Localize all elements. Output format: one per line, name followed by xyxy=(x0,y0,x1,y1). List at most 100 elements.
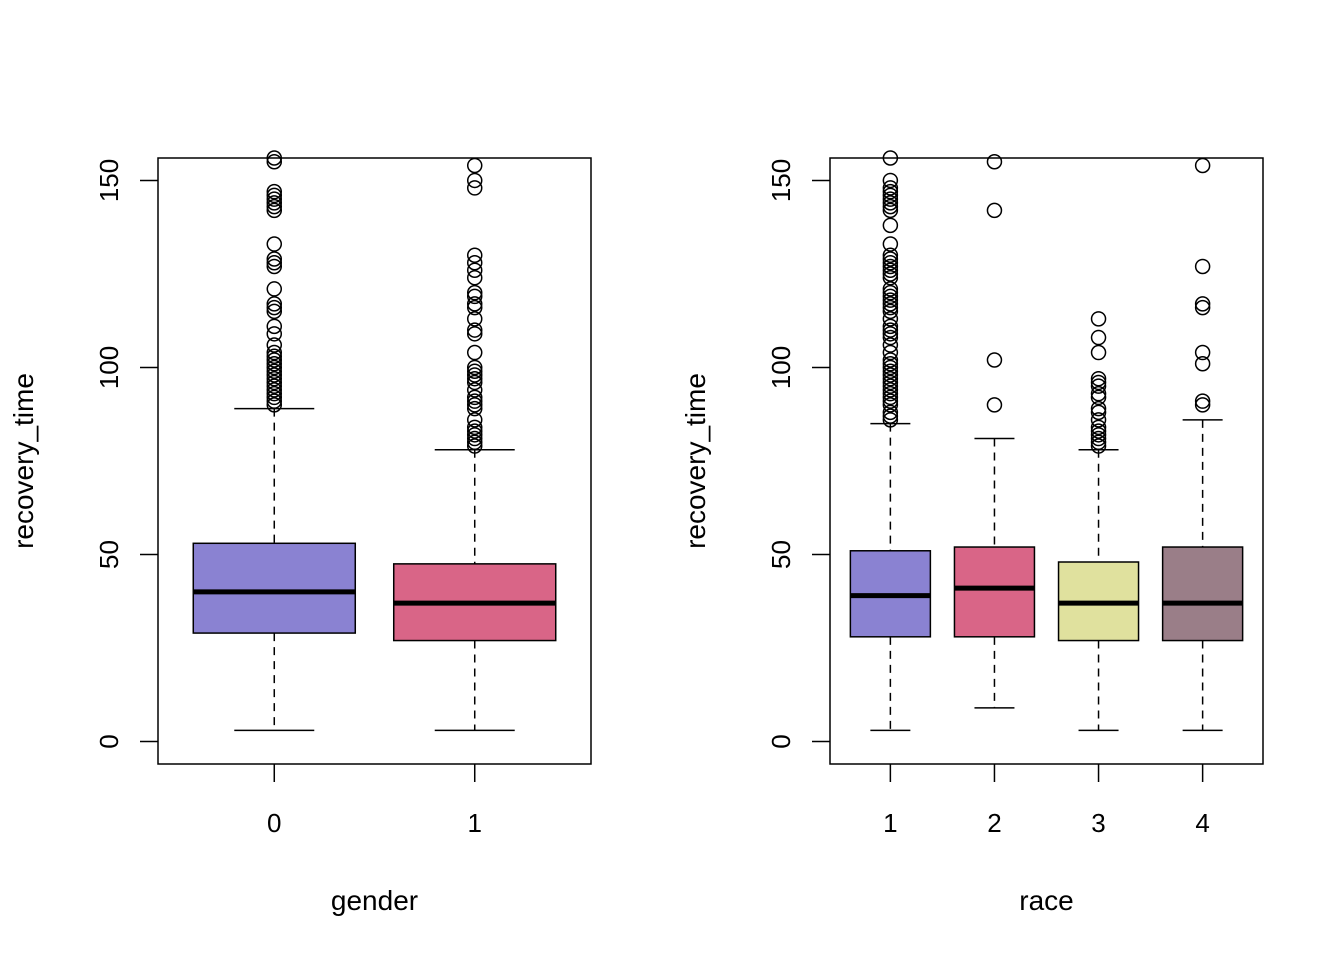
outlier-point xyxy=(882,318,899,335)
outlier-point xyxy=(466,296,483,312)
y-tick-label: 0 xyxy=(766,734,796,748)
outlier-point xyxy=(266,363,283,379)
outlier-point xyxy=(1090,423,1107,439)
outlier-point xyxy=(882,393,899,409)
outlier-point xyxy=(882,187,899,204)
outlier-point xyxy=(266,195,283,211)
outlier-point xyxy=(882,258,899,275)
boxplot-panel-gender: 0 50 100 150 recovery_time 0 1 gender xyxy=(8,150,592,916)
outlier-point xyxy=(266,198,283,215)
outlier-point xyxy=(882,352,899,368)
outlier-point xyxy=(882,180,899,196)
outlier-point xyxy=(882,311,899,327)
outlier-point xyxy=(466,363,483,379)
x-tick-label: 1 xyxy=(467,808,481,838)
outlier-point xyxy=(266,344,283,361)
outlier-point xyxy=(1194,393,1211,409)
y-tick-label: 150 xyxy=(94,159,124,202)
outlier-point xyxy=(882,382,899,398)
outlier-point xyxy=(882,195,899,211)
outlier-point xyxy=(466,430,483,447)
outlier-point xyxy=(882,385,899,402)
outlier-point xyxy=(882,217,899,234)
outlier-point xyxy=(882,303,899,320)
outlier-point xyxy=(266,251,283,267)
outlier-point xyxy=(882,183,899,200)
outlier-point xyxy=(1194,397,1211,413)
outlier-point xyxy=(466,400,483,417)
outlier-point xyxy=(266,296,283,312)
outlier-point xyxy=(266,382,283,398)
outlier-point xyxy=(466,370,483,387)
outlier-point xyxy=(882,191,899,207)
outlier-point xyxy=(466,326,483,342)
outlier-point xyxy=(266,397,283,413)
y-tick-label: 100 xyxy=(94,346,124,389)
outlier-point xyxy=(466,427,483,443)
outlier-point xyxy=(1090,378,1107,394)
outlier-point xyxy=(1090,434,1107,451)
outlier-point xyxy=(466,397,483,413)
outlier-point xyxy=(1090,370,1107,387)
outlier-point xyxy=(466,247,483,264)
outlier-point xyxy=(266,393,283,409)
outlier-point xyxy=(266,352,283,368)
outlier-point xyxy=(266,187,283,204)
outlier-point xyxy=(882,370,899,387)
plot-frame xyxy=(157,157,592,765)
box-iqr xyxy=(192,542,357,634)
outlier-point xyxy=(466,344,483,361)
y-tick-label: 50 xyxy=(94,540,124,569)
outlier-point xyxy=(882,296,899,312)
outlier-point xyxy=(466,311,483,327)
outlier-point xyxy=(1090,389,1107,406)
outlier-point xyxy=(882,355,899,372)
outlier-point xyxy=(266,281,283,297)
outlier-point xyxy=(882,202,899,219)
outlier-point xyxy=(882,198,899,215)
y-axis-title: recovery_time xyxy=(8,373,39,549)
outlier-point xyxy=(882,408,899,424)
outlier-point xyxy=(986,352,1003,368)
x-tick-label: 3 xyxy=(1091,808,1105,838)
outlier-point xyxy=(266,367,283,383)
outlier-point xyxy=(266,378,283,394)
outlier-point xyxy=(1090,404,1107,421)
outlier-point xyxy=(266,326,283,342)
outlier-point xyxy=(266,183,283,200)
outlier-point xyxy=(1090,438,1107,454)
outlier-point xyxy=(266,150,283,166)
boxplot-panel-race: 0 50 100 150 recovery_time 1 2 3 4 race xyxy=(680,150,1264,916)
outlier-point xyxy=(1090,344,1107,361)
outlier-point xyxy=(266,236,283,252)
outlier-point xyxy=(266,254,283,271)
outlier-point xyxy=(466,423,483,439)
outlier-point xyxy=(266,303,283,320)
x-tick-label: 0 xyxy=(267,808,281,838)
outlier-point xyxy=(986,153,1003,170)
outlier-point xyxy=(1090,412,1107,428)
outlier-point xyxy=(882,281,899,297)
outlier-point xyxy=(466,434,483,451)
outlier-point xyxy=(882,359,899,376)
y-tick-label: 100 xyxy=(766,346,796,389)
outlier-point xyxy=(466,359,483,376)
outlier-point xyxy=(466,367,483,383)
outlier-point xyxy=(882,378,899,394)
outlier-point xyxy=(882,326,899,342)
outlier-point xyxy=(882,322,899,338)
outlier-point xyxy=(466,419,483,436)
outlier-point xyxy=(882,337,899,353)
outlier-point xyxy=(1194,299,1211,316)
outlier-point xyxy=(882,404,899,421)
outlier-point xyxy=(1194,344,1211,361)
outlier-point xyxy=(466,284,483,301)
box-iqr xyxy=(1161,546,1244,642)
outlier-point xyxy=(882,412,899,428)
y-tick-label: 50 xyxy=(766,540,796,569)
outlier-point xyxy=(882,150,899,166)
outlier-point xyxy=(882,251,899,267)
outlier-point xyxy=(1090,427,1107,443)
outlier-point xyxy=(466,172,483,189)
